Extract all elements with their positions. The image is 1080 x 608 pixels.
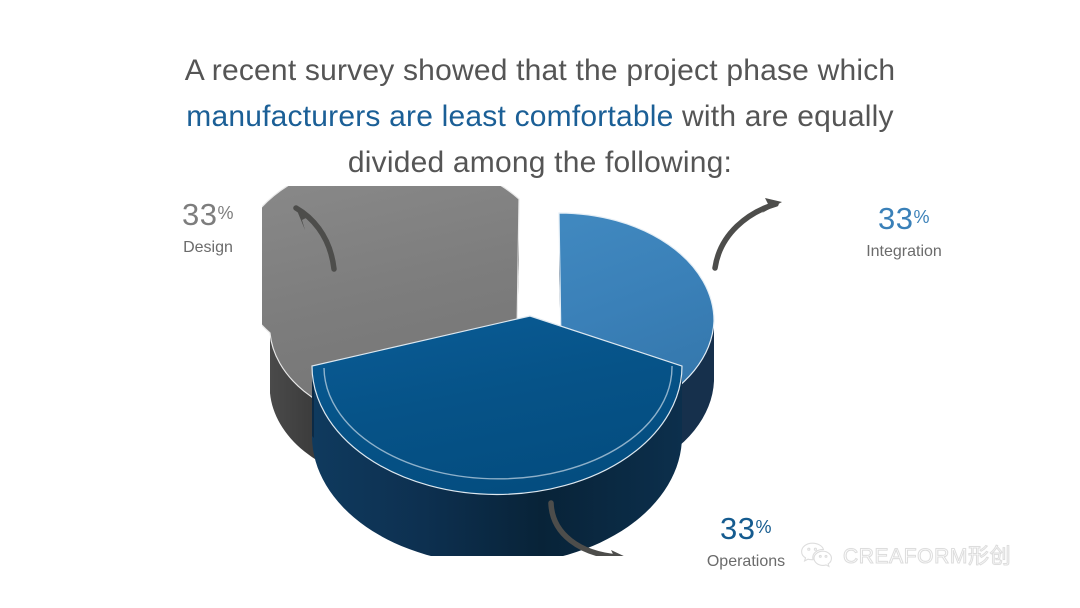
title-line-2-text: with are equally	[673, 100, 894, 133]
slice-label-integration: 33% Integration	[824, 200, 984, 263]
slice-label-design: 33% Design	[128, 196, 288, 259]
slice-name-operations: Operations	[706, 553, 786, 570]
pie-chart-graphic	[262, 186, 782, 556]
curved-arrow-down-right-icon	[548, 500, 624, 556]
wechat-icon	[801, 542, 833, 568]
slice-name-integration: Integration	[866, 243, 942, 260]
slice-name-design: Design	[183, 239, 233, 256]
title-line-3: divided among the following:	[0, 140, 1080, 186]
title-highlight-text: manufacturers are least comfortable	[186, 100, 674, 133]
curved-arrow-up-right-icon	[712, 198, 782, 271]
slice-value-operations: 33%	[720, 511, 772, 546]
title-line-1: A recent survey showed that the project …	[0, 48, 1080, 94]
title-line-3-text: divided among the following:	[347, 146, 733, 179]
slice-value-design: 33%	[182, 197, 234, 232]
slice-label-operations: 33% Operations	[666, 510, 826, 573]
slice-value-integration: 33%	[878, 201, 930, 236]
title-line-2: manufacturers are least comfortable with…	[0, 94, 1080, 140]
watermark-text: CREAFORM形创	[842, 545, 1012, 569]
page-title: A recent survey showed that the project …	[0, 48, 1080, 186]
curved-arrow-up-left-icon	[293, 205, 337, 272]
watermark: CREAFORM形创	[800, 540, 1011, 570]
pie-chart: 33% Design 33% Integration 33% Operation…	[0, 178, 1080, 608]
title-line-1-text: A recent survey showed that the project …	[184, 54, 896, 87]
pie-slice-operations[interactable]	[311, 315, 683, 556]
